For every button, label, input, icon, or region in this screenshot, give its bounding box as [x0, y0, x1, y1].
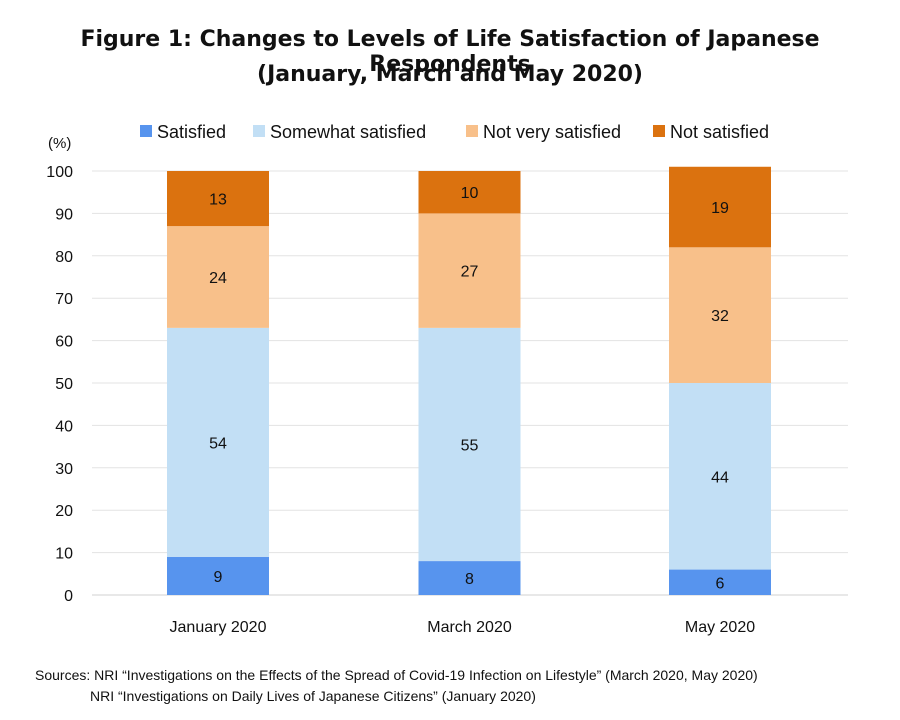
- legend-swatch: [253, 125, 265, 137]
- y-tick-label: 80: [55, 249, 73, 266]
- x-tick-label: January 2020: [170, 619, 267, 636]
- bar-segment: [669, 383, 771, 570]
- chart-subtitle: (January, March and May 2020): [257, 62, 643, 87]
- data-label: 8: [465, 571, 474, 588]
- legend-label: Not very satisfied: [483, 122, 621, 142]
- data-label: 13: [209, 192, 227, 209]
- data-label: 44: [711, 469, 729, 486]
- y-tick-label: 50: [55, 376, 73, 393]
- sources-label: Sources:: [35, 667, 91, 683]
- data-label: 24: [209, 270, 227, 287]
- bar-segment: [418, 561, 521, 595]
- y-tick-label: 90: [55, 206, 73, 223]
- stacked-bar-chart: 0 10 20 30 40 50 60 70 80 90 100 (%) Satisfied Somewh…: [46, 122, 848, 636]
- legend-label: Satisfied: [157, 122, 226, 142]
- bar-segment: [167, 327, 269, 557]
- x-tick-label: May 2020: [685, 619, 755, 636]
- data-label: 54: [209, 435, 227, 452]
- chart-title: Figure 1: Changes to Levels of Life Sati…: [80, 27, 820, 77]
- legend-label: Somewhat satisfied: [270, 122, 426, 142]
- data-label: 32: [711, 308, 729, 325]
- x-tick-label: March 2020: [427, 619, 512, 636]
- bar-segment: [167, 226, 269, 328]
- data-label: 55: [461, 437, 479, 454]
- bar-segment: [669, 569, 771, 595]
- bar-segment: [669, 247, 771, 383]
- y-unit-label: (%): [48, 135, 71, 152]
- y-tick-label: 100: [46, 164, 73, 181]
- bar-segment: [669, 166, 771, 248]
- legend-swatch: [653, 125, 665, 137]
- bar-segment: [418, 327, 521, 562]
- data-label: 6: [716, 575, 725, 592]
- y-tick-label: 30: [55, 461, 73, 478]
- bar-segment: [167, 171, 269, 227]
- y-tick-label: 60: [55, 334, 73, 351]
- y-tick-label: 0: [64, 588, 73, 605]
- sources-note: Sources: NRI “Investigations on the Effe…: [35, 665, 758, 707]
- y-tick-label: 70: [55, 291, 73, 308]
- data-label: 9: [214, 569, 223, 586]
- legend-swatch: [140, 125, 152, 137]
- bar-segment: [167, 556, 269, 595]
- legend-swatch: [466, 125, 478, 137]
- source-line-1: NRI “Investigations on the Effects of th…: [94, 667, 758, 683]
- data-label: 19: [711, 200, 729, 217]
- data-label: 27: [461, 264, 479, 281]
- y-tick-label: 40: [55, 418, 73, 435]
- legend-label: Not satisfied: [670, 122, 769, 142]
- data-label: 10: [461, 185, 479, 202]
- y-tick-label: 10: [55, 546, 73, 563]
- bar-segment: [418, 171, 521, 214]
- bar-segment: [418, 213, 521, 328]
- y-tick-label: 20: [55, 503, 73, 520]
- source-line-2: NRI “Investigations on Daily Lives of Ja…: [90, 688, 536, 704]
